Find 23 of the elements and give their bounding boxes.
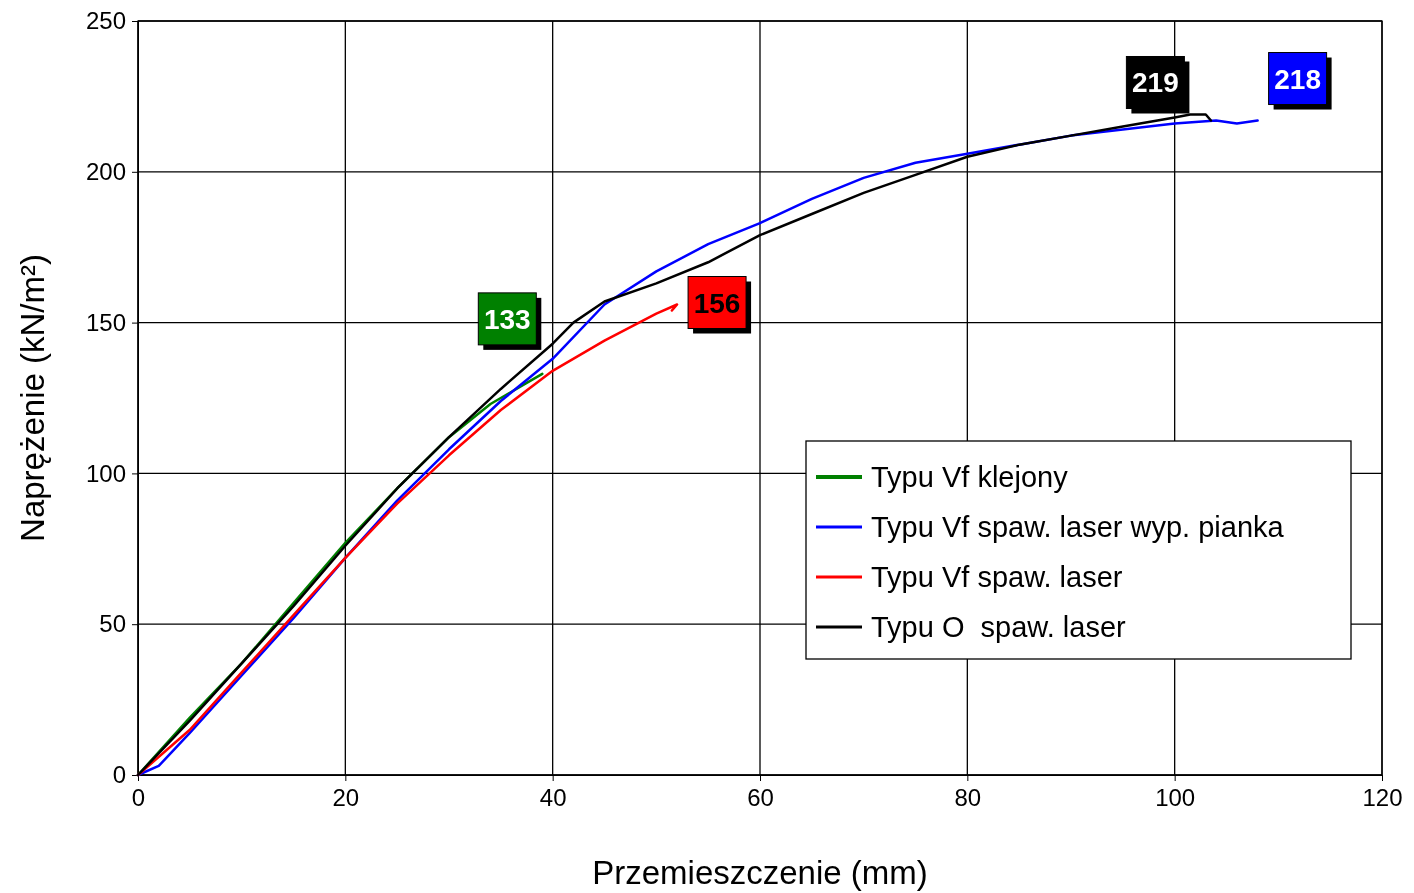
annotation: 156 (693, 287, 741, 319)
legend-label: Typu O spaw. laser (871, 611, 1127, 643)
y-axis-title: Naprężenie (kN/m²) (14, 254, 51, 542)
y-tick-label: 0 (112, 761, 126, 789)
x-tick-label: 60 (747, 784, 774, 812)
x-tick-label: 20 (332, 784, 360, 812)
x-tick-label: 80 (954, 784, 982, 812)
y-tick-label: 250 (85, 7, 126, 35)
annotation: 218 (1274, 63, 1321, 95)
x-tick-label: 120 (1362, 784, 1403, 812)
y-tick-label: 100 (85, 459, 126, 487)
x-tick-label: 0 (131, 784, 146, 812)
x-tick-label: 40 (539, 784, 567, 812)
annotation: 219 (1132, 67, 1179, 99)
x-axis-title: Przemieszczenie (mm) (592, 854, 928, 891)
annotation: 133 (483, 303, 531, 335)
x-tick-label: 100 (1155, 784, 1196, 812)
y-tick-label: 200 (85, 157, 126, 185)
legend-label: Typu Vf spaw. laser wyp. pianka (871, 511, 1285, 543)
legend-label: Typu Vf klejony (871, 461, 1069, 493)
legend-label: Typu Vf spaw. laser (871, 561, 1123, 593)
y-tick-label: 50 (99, 610, 126, 638)
y-tick-label: 150 (85, 308, 126, 336)
